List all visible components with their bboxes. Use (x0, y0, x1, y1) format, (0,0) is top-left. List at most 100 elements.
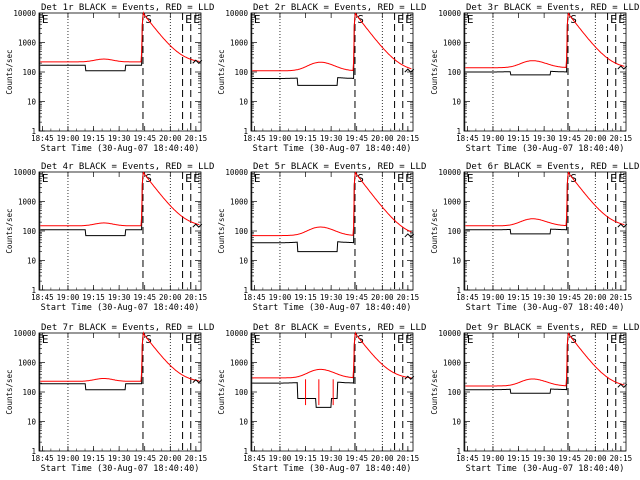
lld-series-line (465, 171, 625, 227)
x-tick-label: 19:30 (320, 293, 343, 302)
x-tick-label: 20:00 (371, 454, 394, 463)
chart-panel: Det 5r BLACK = Events, RED = LLD 1 10 100 10… (217, 162, 426, 313)
chart-title: Det 1r BLACK = Events, RED = LLD (41, 3, 214, 13)
x-tick-label: 20:00 (584, 134, 607, 143)
y-axis-label: Counts/sec (5, 208, 14, 253)
x-tick-label: 19:15 (507, 454, 530, 463)
x-axis-label: Start Time (30-Aug-07 18:40:40) (41, 303, 200, 313)
x-tick-label: 19:15 (294, 454, 317, 463)
y-tick-label: 1000 (18, 198, 37, 207)
x-axis-label: Start Time (30-Aug-07 18:40:40) (466, 464, 625, 474)
event-marker-label: E (467, 172, 474, 185)
x-tick-label: 18:45 (243, 293, 266, 302)
y-tick-label: 100 (447, 227, 461, 236)
chart-panel: Det 2r BLACK = Events, RED = LLD 1 10 100 10… (217, 3, 426, 154)
event-marker-label: E (610, 172, 617, 185)
x-tick-label: 19:00 (482, 454, 505, 463)
x-tick-label: 19:00 (57, 134, 80, 143)
event-marker-label: E (193, 172, 200, 185)
x-tick-label: 19:15 (294, 293, 317, 302)
y-tick-label: 100 (447, 388, 461, 397)
event-marker-label: E (254, 13, 261, 26)
chart-panel: Det 8r BLACK = Events, RED = LLD 1 10 100 10… (217, 323, 426, 474)
x-tick-label: 19:45 (345, 293, 368, 302)
events-tail-glyph (192, 223, 203, 228)
x-tick-label: 19:30 (108, 293, 131, 302)
x-tick-label: 20:00 (159, 293, 182, 302)
event-marker-label: S (570, 333, 577, 346)
x-tick-label: 19:30 (320, 454, 343, 463)
event-marker-label: E (42, 13, 49, 26)
x-tick-label: 19:45 (345, 134, 368, 143)
event-marker-label: E (467, 13, 474, 26)
x-tick-label: 18:45 (243, 454, 266, 463)
x-tick-label: 20:15 (185, 454, 208, 463)
y-tick-label: 10 (239, 98, 249, 107)
lld-series-line (40, 11, 200, 63)
x-tick-label: 18:45 (456, 454, 479, 463)
y-tick-label: 1 (243, 127, 248, 136)
x-tick-label: 19:00 (269, 293, 292, 302)
event-marker-label: E (185, 172, 192, 185)
plot-frame (250, 332, 414, 452)
y-tick-label: 10000 (225, 168, 248, 177)
plot-frame (463, 171, 627, 291)
lld-series-line (252, 12, 412, 72)
event-marker-label: E (193, 13, 200, 26)
chart-title: Det 4r BLACK = Events, RED = LLD (41, 162, 214, 172)
events-series-line (252, 176, 356, 253)
x-tick-label: 19:30 (533, 293, 556, 302)
event-marker-label: E (42, 333, 49, 346)
event-marker-label: S (570, 13, 577, 26)
x-tick-label: 19:00 (482, 293, 505, 302)
x-tick-label: 19:45 (345, 454, 368, 463)
chart-title: Det 8r BLACK = Events, RED = LLD (253, 323, 426, 333)
x-tick-label: 19:15 (82, 293, 105, 302)
y-tick-label: 100 (22, 227, 36, 236)
plot-frame (250, 171, 414, 291)
x-tick-label: 20:15 (185, 293, 208, 302)
lld-series-line (252, 331, 412, 379)
events-tail-glyph (617, 383, 628, 389)
x-tick-label: 20:00 (371, 293, 394, 302)
events-series-line (252, 17, 356, 86)
y-tick-label: 10 (27, 257, 37, 266)
x-tick-label: 20:00 (159, 454, 182, 463)
x-tick-label: 19:15 (82, 454, 105, 463)
chart-title: Det 6r BLACK = Events, RED = LLD (466, 162, 639, 172)
x-tick-label: 20:15 (397, 454, 420, 463)
y-axis-label: Counts/sec (217, 369, 226, 414)
plot-frame (38, 171, 202, 291)
y-axis-label: Counts/sec (5, 369, 14, 414)
y-tick-label: 1 (31, 127, 36, 136)
y-tick-label: 100 (22, 68, 36, 77)
events-series-line (465, 16, 569, 76)
event-marker-label: E (610, 13, 617, 26)
y-tick-label: 1000 (443, 39, 462, 48)
y-tick-label: 10000 (13, 168, 36, 177)
x-tick-label: 20:15 (397, 293, 420, 302)
events-series-line (465, 175, 569, 235)
chart-panel: Det 7r BLACK = Events, RED = LLD 1 10 100 10… (5, 323, 214, 474)
x-tick-label: 20:15 (185, 134, 208, 143)
x-tick-label: 18:45 (31, 134, 54, 143)
event-marker-label: E (193, 333, 200, 346)
x-axis-label: Start Time (30-Aug-07 18:40:40) (253, 144, 412, 154)
y-tick-label: 10 (27, 418, 37, 427)
y-tick-label: 10000 (438, 168, 461, 177)
x-axis-label: Start Time (30-Aug-07 18:40:40) (41, 144, 200, 154)
y-tick-label: 1 (456, 447, 461, 456)
event-marker-label: E (405, 333, 412, 346)
y-tick-label: 10 (27, 98, 37, 107)
event-marker-label: E (397, 172, 404, 185)
y-axis-label: Counts/sec (430, 208, 439, 253)
x-tick-label: 19:45 (133, 134, 156, 143)
lld-series-line (40, 171, 200, 227)
x-tick-label: 18:45 (456, 293, 479, 302)
y-tick-label: 10 (239, 418, 249, 427)
x-tick-label: 19:15 (294, 134, 317, 143)
plot-frame (38, 332, 202, 452)
x-tick-label: 20:00 (371, 134, 394, 143)
x-tick-label: 19:45 (133, 293, 156, 302)
